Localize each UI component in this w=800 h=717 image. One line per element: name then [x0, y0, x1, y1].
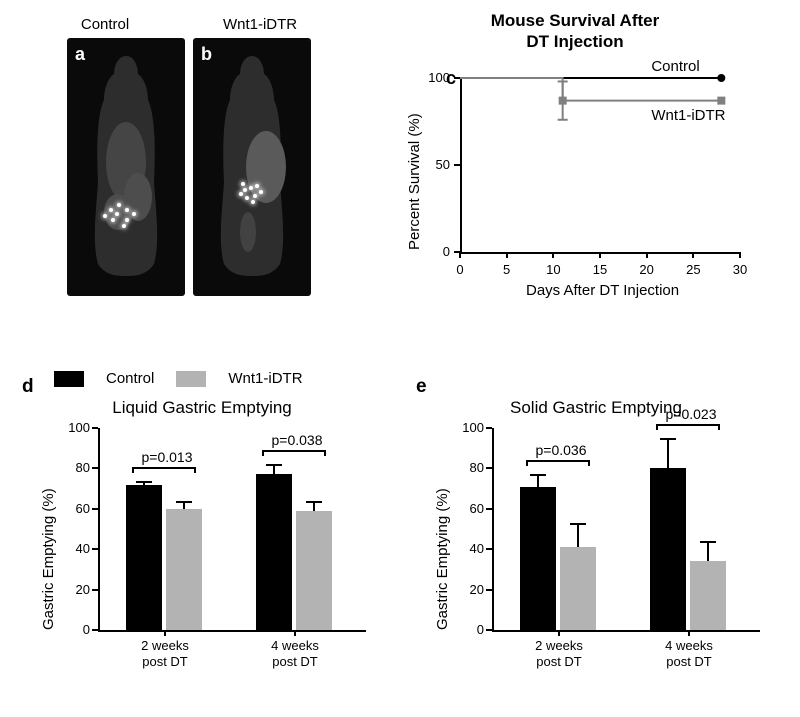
signal-dot: [125, 208, 129, 212]
panel-letter-e: e: [416, 376, 427, 398]
ytick-label: 20: [60, 582, 90, 597]
significance-bracket: [132, 467, 196, 475]
mouse-image-control: a: [67, 38, 185, 296]
panel-d-liquid: d Control Wnt1-iDTR Liquid Gastric Empty…: [22, 370, 382, 680]
panel-letter-a: a: [75, 44, 85, 65]
p-value: p=0.036: [526, 442, 596, 458]
legend-control: Control: [106, 370, 154, 387]
legend-sw-wnt: [176, 371, 206, 387]
p-value: p=0.038: [262, 432, 332, 448]
panel-letter-b: b: [201, 44, 212, 65]
xtick-label: 5: [497, 262, 517, 277]
xtick-label: 20: [637, 262, 657, 277]
xgroup-label: 2 weekspost DT: [514, 638, 604, 671]
survival-xlabel: Days After DT Injection: [526, 282, 679, 299]
panel-b-label: Wnt1-iDTR: [223, 16, 297, 33]
ytick-label: 40: [60, 541, 90, 556]
signal-dot: [241, 182, 245, 186]
bar-wnt: [690, 561, 726, 630]
panel-c-survival: Mouse Survival After DT Injection c 0501…: [380, 10, 770, 305]
bar-control: [126, 485, 162, 630]
signal-dot: [255, 184, 259, 188]
bar-e-ylabel: Gastric Emptying (%): [434, 488, 451, 630]
xtick-label: 30: [730, 262, 750, 277]
bar-control: [256, 474, 292, 630]
bar-wnt: [166, 509, 202, 630]
significance-bracket: [262, 450, 326, 458]
ytick-label: 0: [60, 622, 90, 637]
image-labels: Control Wnt1-iDTR: [34, 16, 344, 33]
ytick-label: 60: [60, 501, 90, 516]
significance-bracket: [656, 424, 720, 432]
panel-ab-images: Control Wnt1-iDTR a b: [34, 16, 344, 326]
legend-wnt: Wnt1-iDTR: [228, 370, 302, 387]
signal-dot: [259, 190, 263, 194]
mouse-silhouette-b: [214, 52, 290, 278]
signal-dot: [122, 224, 126, 228]
survival-title-1: Mouse Survival After: [380, 10, 770, 31]
signal-dot: [251, 200, 255, 204]
bar-d-plot: 020406080100p=0.0132 weekspost DTp=0.038…: [98, 428, 366, 630]
survival-plot: 050100051015202530ControlWnt1-iDTR: [460, 78, 740, 252]
bar-wnt: [296, 511, 332, 630]
series-label: Wnt1-iDTR: [651, 107, 725, 124]
significance-bracket: [526, 460, 590, 468]
xtick-label: 10: [543, 262, 563, 277]
bar-e-plot: 020406080100p=0.0362 weekspost DTp=0.023…: [492, 428, 760, 630]
signal-dot: [117, 203, 121, 207]
xtick-label: 15: [590, 262, 610, 277]
signal-dot: [132, 212, 136, 216]
figure: Control Wnt1-iDTR a b: [0, 0, 800, 717]
panel-e-solid: e Solid Gastric Emptying 020406080100p=0…: [416, 370, 776, 680]
ytick-label: 100: [454, 420, 484, 435]
ytick-label: 80: [454, 460, 484, 475]
survival-ylabel: Percent Survival (%): [406, 113, 423, 250]
signal-dot: [249, 186, 253, 190]
mouse-pair: a b: [34, 38, 344, 296]
ytick-label: 60: [454, 501, 484, 516]
xtick-label: 25: [683, 262, 703, 277]
bar-control: [520, 487, 556, 630]
xgroup-label: 2 weekspost DT: [120, 638, 210, 671]
ytick-label: 0: [454, 622, 484, 637]
ytick-label: 100: [60, 420, 90, 435]
signal-dot: [245, 196, 249, 200]
signal-dot: [239, 192, 243, 196]
ytick-label: 80: [60, 460, 90, 475]
ytick-label: 100: [410, 70, 450, 85]
legend-sw-control: [54, 371, 84, 387]
signal-dot: [111, 218, 115, 222]
bar-d-ylabel: Gastric Emptying (%): [40, 488, 57, 630]
signal-dot: [103, 214, 107, 218]
survival-title: Mouse Survival After DT Injection: [380, 10, 770, 53]
series-label: Control: [651, 58, 699, 75]
bar-legend: Control Wnt1-iDTR: [54, 370, 303, 387]
bar-wnt: [560, 547, 596, 630]
bar-control: [650, 468, 686, 630]
ytick-label: 20: [454, 582, 484, 597]
mouse-image-wnt: b: [193, 38, 311, 296]
mouse-silhouette-a: [88, 52, 164, 278]
xgroup-label: 4 weekspost DT: [644, 638, 734, 671]
signal-dot: [115, 212, 119, 216]
p-value: p=0.013: [132, 449, 202, 465]
signal-dot: [125, 218, 129, 222]
p-value: p=0.023: [656, 406, 726, 422]
ytick-label: 40: [454, 541, 484, 556]
xgroup-label: 4 weekspost DT: [250, 638, 340, 671]
signal-dot: [109, 208, 113, 212]
panel-letter-d: d: [22, 376, 34, 398]
signal-dot: [243, 188, 247, 192]
signal-dot: [253, 194, 257, 198]
survival-title-2: DT Injection: [380, 31, 770, 52]
bar-d-title: Liquid Gastric Emptying: [22, 398, 382, 418]
xtick-label: 0: [450, 262, 470, 277]
panel-a-label: Control: [81, 16, 129, 33]
